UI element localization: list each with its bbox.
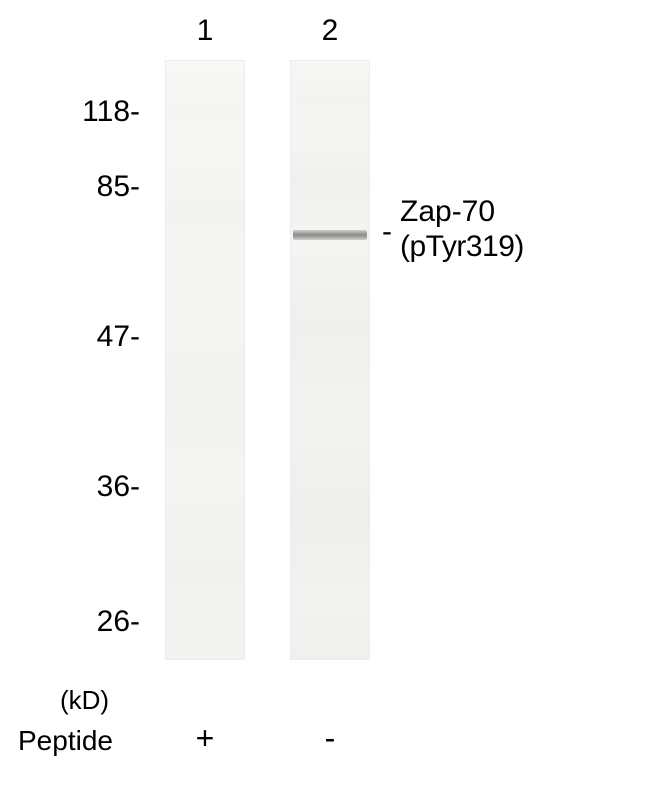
peptide-sign-plus: +: [165, 720, 245, 757]
peptide-sign-minus: -: [290, 720, 370, 757]
lane-1: [165, 60, 245, 660]
target-tick: -: [382, 215, 392, 249]
zap70-band: [293, 230, 367, 240]
target-line2: (pTyr319): [400, 230, 524, 263]
target-line1: Zap-70: [400, 195, 495, 228]
blot-figure: 1 2 118- 85- 47- 36- 26- - Zap-70 (pTyr3…: [0, 0, 666, 800]
mw-marker: 85-: [60, 170, 140, 204]
lane-2: [290, 60, 370, 660]
mw-marker: 36-: [60, 470, 140, 504]
mw-marker: 118-: [60, 95, 140, 129]
mw-marker: 47-: [60, 320, 140, 354]
lane-label-1: 1: [165, 14, 245, 48]
kd-unit-label: (kD): [60, 685, 109, 716]
mw-marker: 26-: [60, 605, 140, 639]
lane-label-2: 2: [290, 14, 370, 48]
peptide-row-label: Peptide: [18, 725, 113, 757]
target-label: Zap-70 (pTyr319): [400, 195, 524, 264]
